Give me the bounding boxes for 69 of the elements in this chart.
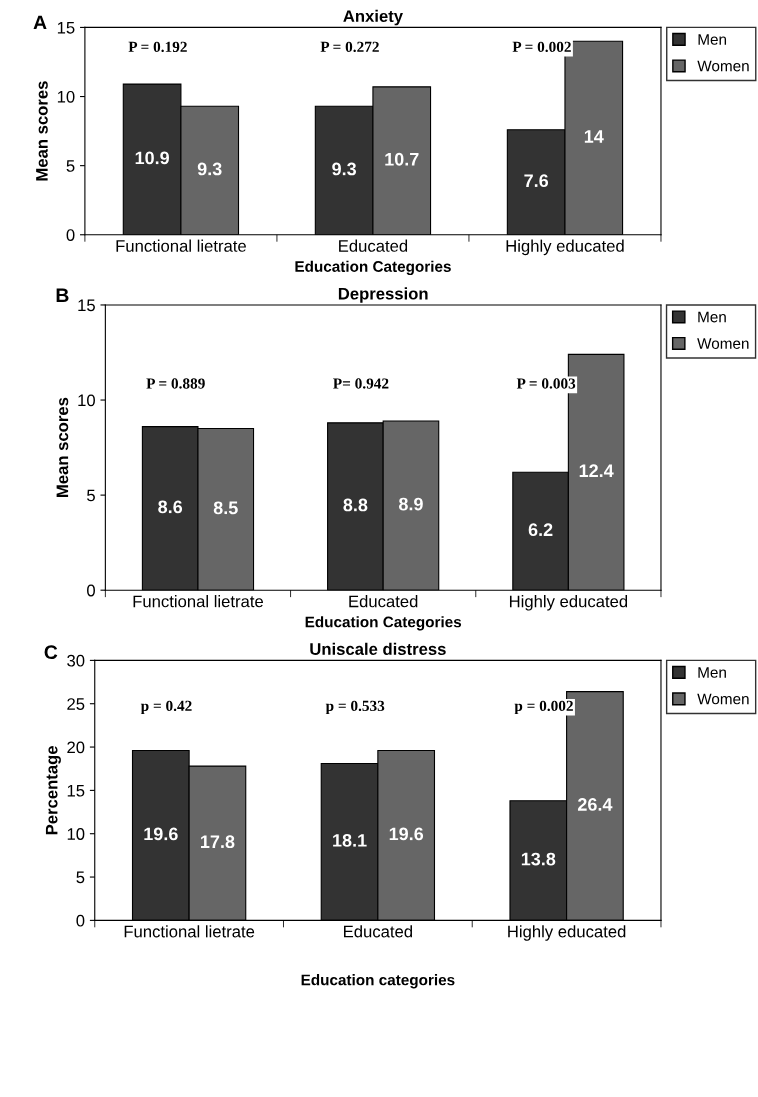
y-tick-label: 5 <box>87 489 95 502</box>
y-tick-label: 10 <box>57 90 75 103</box>
y-tick-label: 15 <box>57 22 75 34</box>
annotation: p = 0.002 <box>514 700 573 715</box>
data-label: 6.2 <box>528 523 553 537</box>
data-label: 14 <box>584 130 604 143</box>
data-label: 7.6 <box>524 174 549 188</box>
annotation: P = 0.003 <box>516 378 576 389</box>
x-tick-label: Functional lietrate <box>116 239 246 252</box>
annotation: P = 0.192 <box>128 41 187 53</box>
data-label: 10.9 <box>135 151 170 165</box>
x-tick-label: Educated <box>339 239 408 252</box>
y-tick-label: 30 <box>67 654 85 667</box>
data-label: 8.8 <box>343 498 368 512</box>
y-tick-label: 15 <box>67 784 85 797</box>
x-axis-title: Education Categories <box>295 260 451 276</box>
legend-label: Men <box>698 34 727 45</box>
chart-title: Uniscale distress <box>310 642 446 655</box>
y-tick-label: 5 <box>66 160 75 172</box>
y-tick-label: 20 <box>67 741 85 754</box>
annotation: P= 0.942 <box>333 378 389 389</box>
x-tick-label: Functional lietrate <box>133 595 263 608</box>
data-label: 8.6 <box>158 500 183 514</box>
y-tick-label: 25 <box>67 698 85 710</box>
text: C <box>44 645 58 660</box>
y-tick-label: 0 <box>87 584 95 597</box>
y-tick-label: 0 <box>66 229 75 241</box>
data-label: 17.8 <box>201 835 235 849</box>
y-axis-title: Percentage <box>45 746 61 835</box>
annotation: P = 0.002 <box>512 41 571 53</box>
legend-label: Men <box>698 667 726 678</box>
chart-title: Anxiety <box>343 9 403 26</box>
x-tick-label: Functional lietrate <box>124 925 255 938</box>
data-label: 9.3 <box>332 162 357 176</box>
data-label: 10.7 <box>385 152 419 166</box>
data-label: 13.8 <box>521 852 556 866</box>
y-tick-label: 15 <box>78 299 95 312</box>
annotation: p = 0.42 <box>140 700 192 715</box>
annotation: p = 0.533 <box>325 700 385 715</box>
y-tick-label: 10 <box>67 828 85 840</box>
data-label: 19.6 <box>144 827 178 841</box>
x-tick-label: Educated <box>349 595 418 608</box>
text: A <box>33 15 47 30</box>
legend-label: Women <box>697 693 749 705</box>
data-label: 26.4 <box>577 798 613 811</box>
y-axis-title: Mean scores <box>56 397 69 497</box>
x-tick-label: Highly educated <box>506 239 624 256</box>
y-axis-title: Mean scores <box>36 81 48 181</box>
data-label: 9.3 <box>197 162 222 176</box>
chart-title: Depression <box>338 287 428 303</box>
x-tick-label: Highly educated <box>509 595 628 611</box>
annotation: P = 0.272 <box>320 41 379 53</box>
data-label: 8.9 <box>398 497 423 511</box>
legend-label: Women <box>697 60 749 72</box>
y-tick-label: 10 <box>78 394 95 407</box>
data-label: 12.4 <box>579 464 614 477</box>
y-tick-label: 0 <box>76 914 85 927</box>
text: B <box>56 288 69 302</box>
x-tick-label: Educated <box>344 925 412 938</box>
annotation: P = 0.889 <box>146 378 205 389</box>
data-label: 18.1 <box>333 834 367 847</box>
legend-label: Women <box>697 338 749 349</box>
data-label: 8.5 <box>213 501 238 515</box>
x-axis-title: Education Categories <box>305 616 462 631</box>
data-label: 19.6 <box>389 827 424 841</box>
y-tick-label: 5 <box>76 871 85 884</box>
legend-label: Men <box>698 311 726 323</box>
x-axis-title: Education categories <box>301 974 455 989</box>
x-tick-label: Highly educated <box>508 925 626 941</box>
